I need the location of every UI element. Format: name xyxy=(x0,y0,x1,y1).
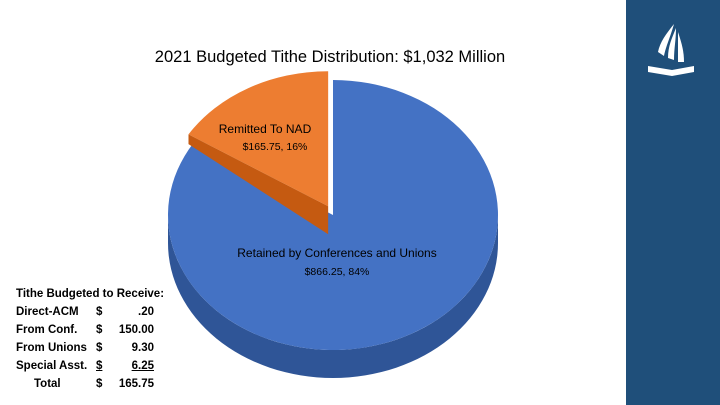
row-amount: 6.25 xyxy=(131,360,154,372)
chart-title: 2021 Budgeted Tithe Distribution: $1,032… xyxy=(154,48,506,66)
tithe-table: Tithe Budgeted to Receive: Direct-ACM $ … xyxy=(16,285,164,393)
side-bar xyxy=(626,0,720,405)
table-row-total: Total $ 165.75 xyxy=(16,375,164,393)
table-row: From Unions $ 9.30 xyxy=(16,339,164,357)
slice-data-label-nad: $165.75, 16% xyxy=(243,141,308,153)
row-currency: $ xyxy=(96,306,103,318)
row-amount: .20 xyxy=(138,306,154,318)
sda-church-logo-icon xyxy=(648,24,694,76)
table-row: Special Asst. $ 6.25 xyxy=(16,357,164,375)
total-amount: 165.75 xyxy=(118,378,154,390)
row-label: From Conf. xyxy=(16,324,78,336)
row-currency: $ xyxy=(96,360,103,372)
pie-slice-retained xyxy=(168,80,498,350)
total-label: Total xyxy=(34,378,61,390)
slice-label-retained: Retained by Conferences and Unions xyxy=(237,246,436,260)
pie-slice-nad xyxy=(188,71,329,207)
row-label: Direct-ACM xyxy=(16,306,79,318)
row-currency: $ xyxy=(96,342,103,354)
tithe-table-heading: Tithe Budgeted to Receive: xyxy=(16,288,165,300)
total-currency: $ xyxy=(96,378,103,390)
slice-data-label-retained: $866.25, 84% xyxy=(305,266,370,278)
table-row: From Conf. $ 150.00 xyxy=(16,321,164,339)
row-label: Special Asst. xyxy=(16,360,88,372)
table-row: Direct-ACM $ .20 xyxy=(16,303,164,321)
row-amount: 150.00 xyxy=(118,324,154,336)
slice-label-nad: Remitted To NAD xyxy=(219,122,312,136)
pie-slice-side-retained xyxy=(168,215,498,378)
row-amount: 9.30 xyxy=(131,342,154,354)
row-currency: $ xyxy=(96,324,103,336)
pie-slice-edge-nad xyxy=(188,134,329,235)
row-label: From Unions xyxy=(16,342,87,354)
